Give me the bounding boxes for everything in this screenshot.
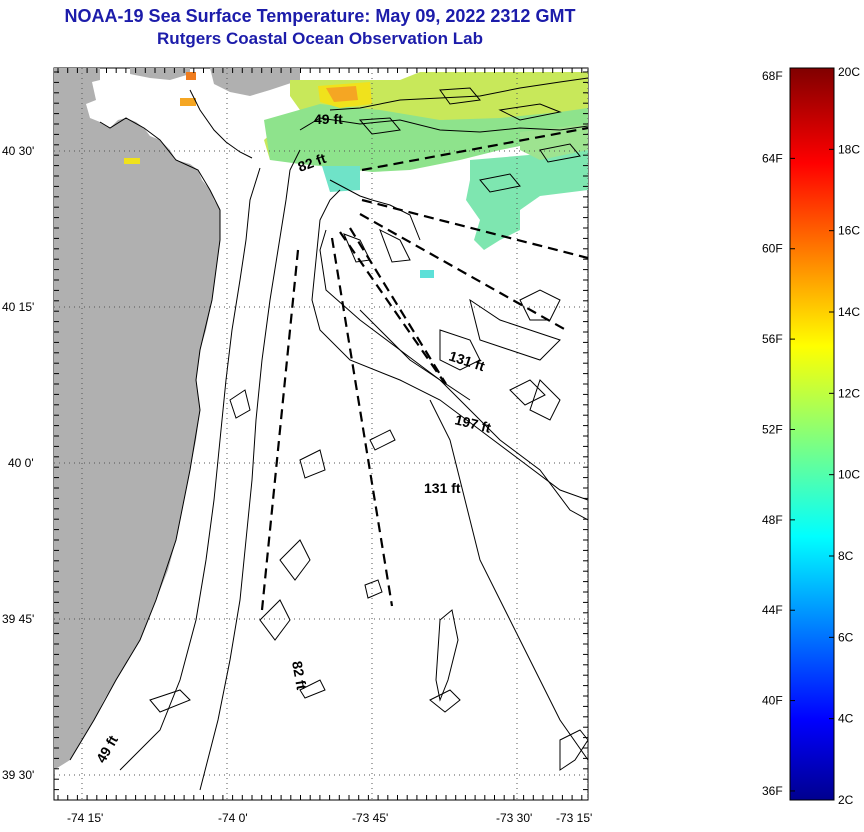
bathymetry-contours bbox=[69, 77, 588, 791]
colorbar-celsius-label: 18C bbox=[838, 142, 860, 156]
colorbar-fahrenheit-label: 56F bbox=[762, 332, 783, 346]
lat-label: 39 30' bbox=[2, 768, 34, 782]
land-new-jersey bbox=[54, 68, 220, 770]
lat-label: 40 0' bbox=[8, 456, 34, 470]
map-title: NOAA-19 Sea Surface Temperature: May 09,… bbox=[64, 6, 576, 26]
colorbar-fahrenheit-label: 68F bbox=[762, 69, 783, 83]
lon-label: -73 30' bbox=[496, 811, 532, 825]
lat-label: 39 45' bbox=[2, 612, 34, 626]
sst-pixels bbox=[124, 72, 588, 278]
lon-label: -73 15' bbox=[556, 811, 592, 825]
lat-label: 40 15' bbox=[2, 300, 34, 314]
lon-label: -74 0' bbox=[218, 811, 248, 825]
colorbar-celsius-label: 2C bbox=[838, 793, 854, 807]
depth-label-131ft-south: 131 ft bbox=[424, 480, 461, 496]
colorbar: 68F 64F 60F 56F 52F 48F 44F 40F 36F 20C 18C 16C 14C… bbox=[762, 65, 860, 807]
lat-label: 40 30' bbox=[2, 144, 34, 158]
colorbar-celsius-label: 16C bbox=[838, 224, 860, 238]
colorbar-fahrenheit-label: 52F bbox=[762, 422, 783, 436]
colorbar-celsius-label: 8C bbox=[838, 549, 854, 563]
map-subtitle: Rutgers Coastal Ocean Observation Lab bbox=[157, 29, 483, 48]
colorbar-gradient bbox=[789, 67, 835, 801]
colorbar-fahrenheit-label: 48F bbox=[762, 513, 783, 527]
colorbar-celsius-label: 12C bbox=[838, 386, 860, 400]
colorbar-fahrenheit-label: 60F bbox=[762, 242, 783, 256]
colorbar-celsius-label: 20C bbox=[838, 65, 860, 79]
depth-label-82ft-south: 82 ft bbox=[289, 660, 310, 691]
depth-label-49ft-north: 49 ft bbox=[314, 111, 343, 127]
colorbar-celsius-label: 6C bbox=[838, 630, 854, 644]
land-staten-area bbox=[210, 68, 300, 96]
colorbar-fahrenheit-label: 64F bbox=[762, 151, 783, 165]
lon-label: -74 15' bbox=[67, 811, 103, 825]
colorbar-fahrenheit-label: 44F bbox=[762, 603, 783, 617]
colorbar-fahrenheit-label: 36F bbox=[762, 784, 783, 798]
shipping-lanes bbox=[260, 126, 588, 611]
colorbar-celsius-label: 10C bbox=[838, 468, 860, 482]
colorbar-fahrenheit-label: 40F bbox=[762, 694, 783, 708]
lon-label: -73 45' bbox=[352, 811, 388, 825]
colorbar-celsius-label: 4C bbox=[838, 712, 854, 726]
colorbar-celsius-label: 14C bbox=[838, 305, 860, 319]
frame-ticks bbox=[54, 68, 588, 801]
graticule bbox=[54, 68, 588, 800]
